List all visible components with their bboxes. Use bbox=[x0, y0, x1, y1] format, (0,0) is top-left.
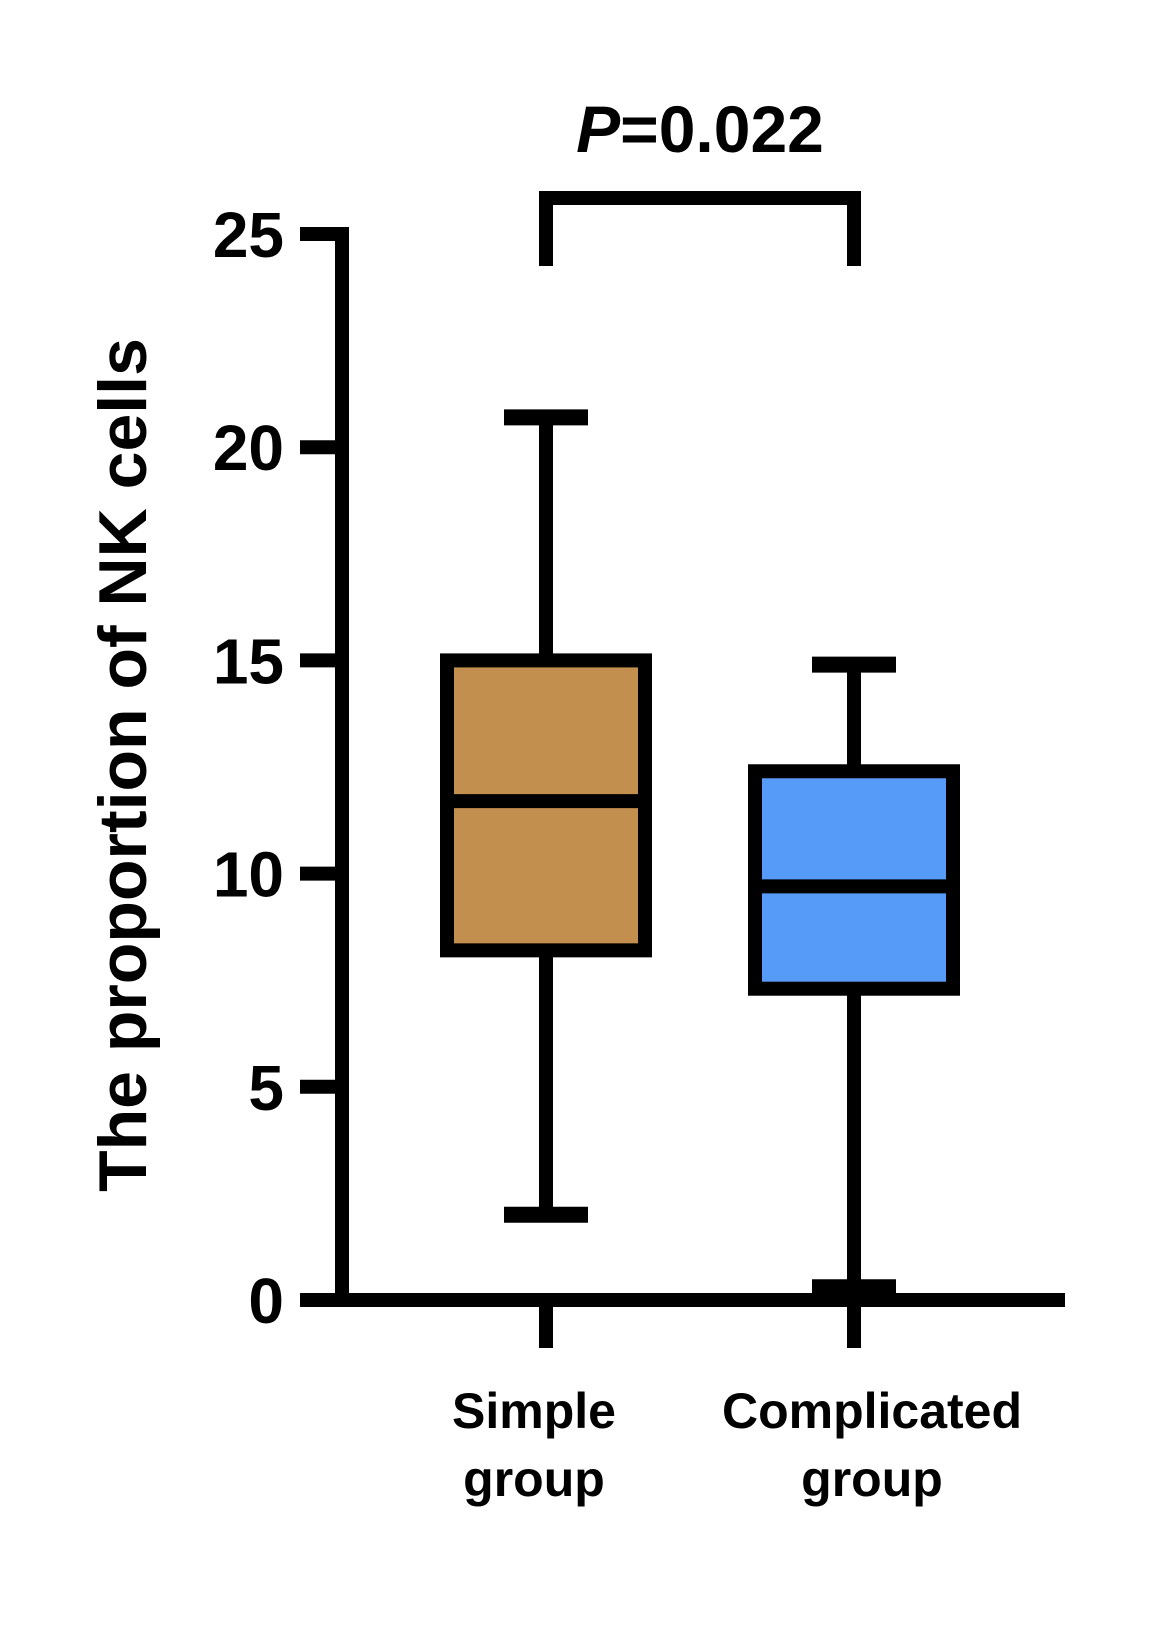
y-tick-label-20: 20 bbox=[213, 412, 284, 484]
y-tick-label-15: 15 bbox=[213, 625, 284, 697]
y-tick-label-10: 10 bbox=[213, 839, 284, 911]
box-0 bbox=[440, 409, 652, 1223]
x-category-label-0-1: group bbox=[463, 1451, 605, 1507]
box-1 bbox=[748, 656, 960, 1296]
x-category-label-1-0: Complicated bbox=[722, 1383, 1022, 1439]
p-value-prefix: P bbox=[576, 92, 621, 166]
x-category-label-1-1: group bbox=[801, 1451, 943, 1507]
x-category-label-0-0: Simple bbox=[452, 1383, 616, 1439]
p-value-label: P=0.022 bbox=[576, 92, 824, 166]
y-tick-label-5: 5 bbox=[248, 1052, 284, 1124]
p-value-number: =0.022 bbox=[620, 92, 824, 166]
significance-bracket bbox=[539, 191, 861, 266]
y-axis-title: The proportion of NK cells bbox=[85, 338, 161, 1192]
y-tick-label-0: 0 bbox=[248, 1265, 284, 1337]
y-tick-label-25: 25 bbox=[213, 199, 284, 271]
